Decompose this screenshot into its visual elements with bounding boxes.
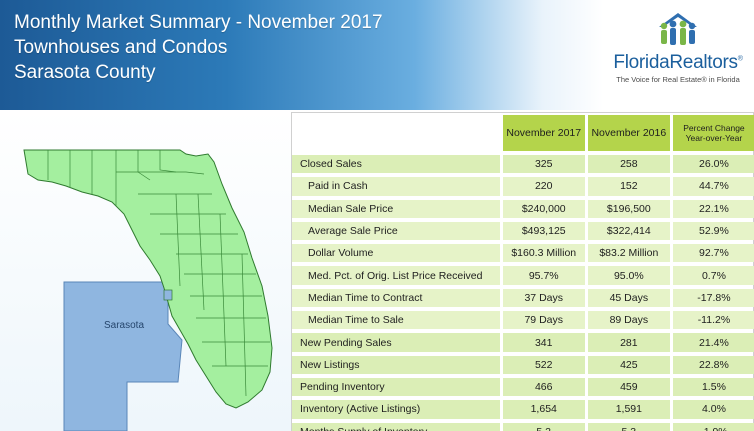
col-header-pct-change: Percent Change Year-over-Year [669,115,754,151]
row-value-2017: 37 Days [499,288,585,308]
sarasota-county-marker [163,289,173,301]
row-value-pct: -1.9% [669,422,754,431]
row-value-2017: 95.7% [499,266,585,285]
table-row: Median Time to Sale 79 Days 89 Days -11.… [292,311,754,330]
row-label: Closed Sales [292,155,500,174]
row-label: Median Sale Price [292,199,500,218]
row-value-2016: 152 [584,177,670,196]
row-value-pct: 0.7% [669,266,754,285]
report-title: Monthly Market Summary - November 2017 T… [14,10,383,85]
table-row: Average Sale Price $493,125 $322,414 52.… [292,221,754,241]
market-summary-table: November 2017 November 2016 Percent Chan… [291,112,754,431]
row-value-2017: 79 Days [499,311,585,330]
logo-tagline: The Voice for Real Estate® in Florida [616,75,740,84]
row-value-2016: 425 [584,355,670,374]
row-label: New Listings [292,355,500,374]
row-value-2017: 1,654 [499,400,585,419]
title-line-1: Monthly Market Summary - November 2017 [14,12,383,33]
logo-registered-mark: ® [737,55,743,63]
row-value-2017: 522 [499,355,585,374]
row-value-2016: $322,414 [584,221,670,241]
col-header-pct-change-line2: Year-over-Year [685,133,743,143]
row-value-2017: $160.3 Million [499,244,585,263]
row-label: Average Sale Price [292,221,500,241]
row-value-pct: 21.4% [669,333,754,352]
row-label: Inventory (Active Listings) [292,400,500,419]
row-value-2016: 281 [584,333,670,352]
table-row: New Listings 522 425 22.8% [292,355,754,374]
table-row: Pending Inventory 466 459 1.5% [292,377,754,397]
logo-wordmark: FloridaRealtors [613,52,738,73]
map-county-label: Sarasota [104,320,145,331]
florida-county-map [23,149,273,431]
row-label: Median Time to Contract [292,288,500,308]
row-label: New Pending Sales [292,333,500,352]
row-value-2016: 45 Days [584,288,670,308]
table-row: Dollar Volume $160.3 Million $83.2 Milli… [292,244,754,263]
florida-state-shape [23,149,273,409]
row-label: Months Supply of Inventory [292,422,500,431]
row-value-2017: 341 [499,333,585,352]
row-value-2017: 325 [499,155,585,174]
table-row: Inventory (Active Listings) 1,654 1,591 … [292,400,754,419]
row-value-2016: $83.2 Million [584,244,670,263]
row-value-2016: 459 [584,377,670,397]
table-header-row: November 2017 November 2016 Percent Chan… [292,115,754,151]
table-row: Med. Pct. of Orig. List Price Received 9… [292,266,754,285]
row-label: Paid in Cash [292,177,500,196]
row-label: Med. Pct. of Orig. List Price Received [292,266,500,285]
row-value-2016: 258 [584,155,670,174]
row-value-2017: $493,125 [499,221,585,241]
row-label: Median Time to Sale [292,311,500,330]
title-line-3: Sarasota County [14,62,156,83]
row-value-pct: 52.9% [669,221,754,241]
row-value-pct: 1.5% [669,377,754,397]
col-header-nov-2017: November 2017 [499,115,585,151]
table-row: Closed Sales 325 258 26.0% [292,155,754,174]
row-value-2016: 89 Days [584,311,670,330]
row-value-pct: -11.2% [669,311,754,330]
col-header-pct-change-line1: Percent Change [683,123,745,133]
col-header-nov-2016: November 2016 [584,115,670,151]
row-value-2016: 5.3 [584,422,670,431]
row-label: Dollar Volume [292,244,500,263]
row-value-2017: 220 [499,177,585,196]
title-line-2: Townhouses and Condos [14,37,228,58]
sarasota-county-region [63,281,183,431]
row-value-2016: 1,591 [584,400,670,419]
row-value-2017: 5.2 [499,422,585,431]
florida-realtors-logo: FloridaRealtors® The Voice for Real Esta… [608,12,748,98]
row-value-pct: 4.0% [669,400,754,419]
row-value-2016: $196,500 [584,199,670,218]
table-row: Median Time to Contract 37 Days 45 Days … [292,288,754,308]
row-value-pct: 22.1% [669,199,754,218]
table-row: New Pending Sales 341 281 21.4% [292,333,754,352]
table-row: Months Supply of Inventory 5.2 5.3 -1.9% [292,422,754,431]
row-value-pct: 26.0% [669,155,754,174]
row-value-pct: 22.8% [669,355,754,374]
row-value-pct: 92.7% [669,244,754,263]
row-value-2016: 95.0% [584,266,670,285]
row-value-2017: 466 [499,377,585,397]
row-value-2017: $240,000 [499,199,585,218]
row-value-pct: 44.7% [669,177,754,196]
table-row: Median Sale Price $240,000 $196,500 22.1… [292,199,754,218]
row-value-pct: -17.8% [669,288,754,308]
table-row: Paid in Cash 220 152 44.7% [292,177,754,196]
people-house-logo-icon [659,13,697,45]
header-banner [0,0,754,110]
row-label: Pending Inventory [292,377,500,397]
